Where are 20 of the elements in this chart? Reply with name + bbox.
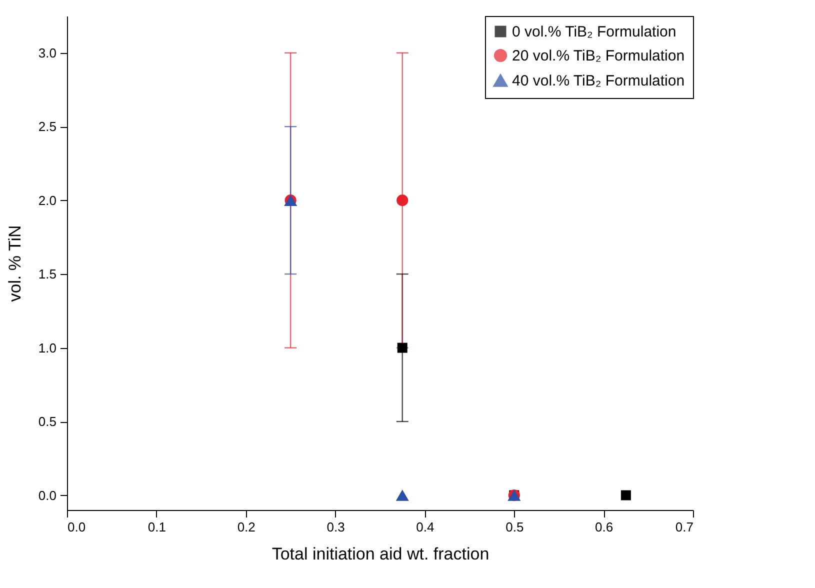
x-tick-label: 0.1: [148, 520, 166, 534]
y-tick-label: 2.5: [38, 119, 56, 134]
y-tick-label: 1.0: [38, 340, 56, 356]
y-tick-label: 0.5: [38, 414, 56, 430]
y-tick-label: 3.0: [38, 45, 56, 60]
x-tick-label: 0.4: [416, 520, 434, 534]
legend-label: 40 vol.% TiB₂ Formulation: [512, 72, 685, 90]
x-tick-label: 0.6: [595, 520, 614, 534]
legend-label: 20 vol.% TiB₂ Formulation: [512, 48, 685, 64]
y-tick-label: 1.5: [38, 266, 56, 282]
x-tick-label: 0.2: [237, 520, 256, 534]
x-tick-label: 0.0: [68, 520, 86, 534]
x-axis-title: Total initiation aid wt. fraction: [272, 544, 490, 564]
x-tick-label: 0.3: [326, 520, 345, 534]
x-tick-label: 0.5: [506, 520, 524, 534]
y-tick-label: 2.0: [38, 192, 56, 208]
y-tick-label: 0.0: [38, 488, 56, 503]
x-tick-label: 0.7: [675, 520, 694, 534]
legend-label: 0 vol.% TiB₂ Formulation: [512, 24, 676, 40]
y-axis-title: vol. % TiN: [5, 225, 24, 302]
